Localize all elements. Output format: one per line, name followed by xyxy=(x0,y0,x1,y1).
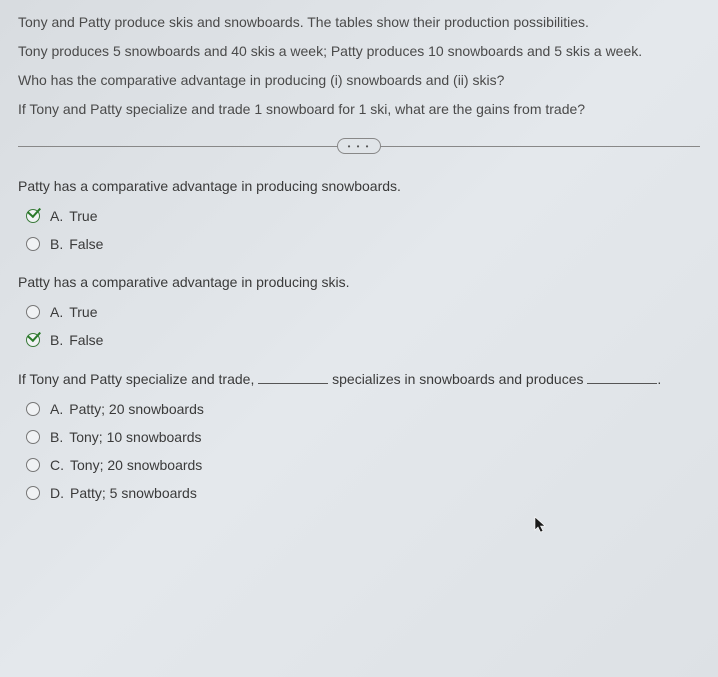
divider-dots: • • • xyxy=(348,142,371,151)
option-letter: B. xyxy=(50,236,63,252)
q3-option-b[interactable]: B. Tony; 10 snowboards xyxy=(18,429,700,445)
radio-icon[interactable] xyxy=(26,305,40,319)
cursor-icon xyxy=(534,516,548,539)
option-label: B. False xyxy=(50,236,103,252)
fill-blank-2 xyxy=(587,370,657,384)
q2-option-b[interactable]: B. False xyxy=(18,332,700,348)
q1-option-b[interactable]: B. False xyxy=(18,236,700,252)
q2-option-a[interactable]: A. True xyxy=(18,304,700,320)
option-label: C. Tony; 20 snowboards xyxy=(50,457,202,473)
q3-suffix: . xyxy=(657,371,661,387)
option-letter: B. xyxy=(50,429,63,445)
q3-prefix: If Tony and Patty specialize and trade, xyxy=(18,371,258,387)
question-1: Patty has a comparative advantage in pro… xyxy=(18,178,700,252)
q3-option-a[interactable]: A. Patty; 20 snowboards xyxy=(18,401,700,417)
question-3-text: If Tony and Patty specialize and trade, … xyxy=(18,370,700,387)
q1-option-a[interactable]: A. True xyxy=(18,208,700,224)
problem-intro: Tony and Patty produce skis and snowboar… xyxy=(18,12,700,120)
option-letter: A. xyxy=(50,304,63,320)
radio-icon[interactable] xyxy=(26,402,40,416)
radio-checked-icon[interactable] xyxy=(26,333,40,347)
question-1-text: Patty has a comparative advantage in pro… xyxy=(18,178,700,194)
divider-pill-icon[interactable]: • • • xyxy=(337,138,381,154)
option-text: True xyxy=(69,304,97,320)
question-3: If Tony and Patty specialize and trade, … xyxy=(18,370,700,501)
option-label: A. True xyxy=(50,304,98,320)
option-text: True xyxy=(69,208,97,224)
option-label: D. Patty; 5 snowboards xyxy=(50,485,197,501)
option-label: A. Patty; 20 snowboards xyxy=(50,401,204,417)
option-letter: B. xyxy=(50,332,63,348)
fill-blank-1 xyxy=(258,370,328,384)
option-letter: A. xyxy=(50,401,63,417)
q3-mid: specializes in snowboards and produces xyxy=(328,371,587,387)
intro-line-2: Tony produces 5 snowboards and 40 skis a… xyxy=(18,41,700,62)
option-label: A. True xyxy=(50,208,98,224)
question-2: Patty has a comparative advantage in pro… xyxy=(18,274,700,348)
q3-option-d[interactable]: D. Patty; 5 snowboards xyxy=(18,485,700,501)
option-label: B. False xyxy=(50,332,103,348)
radio-icon[interactable] xyxy=(26,430,40,444)
radio-checked-icon[interactable] xyxy=(26,209,40,223)
section-divider: • • • xyxy=(18,138,700,156)
option-letter: A. xyxy=(50,208,63,224)
option-text: Patty; 5 snowboards xyxy=(70,485,197,501)
intro-line-4: If Tony and Patty specialize and trade 1… xyxy=(18,99,700,120)
option-text: False xyxy=(69,332,103,348)
radio-icon[interactable] xyxy=(26,458,40,472)
option-label: B. Tony; 10 snowboards xyxy=(50,429,202,445)
question-2-text: Patty has a comparative advantage in pro… xyxy=(18,274,700,290)
option-text: Tony; 10 snowboards xyxy=(69,429,201,445)
option-text: Patty; 20 snowboards xyxy=(69,401,204,417)
q3-option-c[interactable]: C. Tony; 20 snowboards xyxy=(18,457,700,473)
intro-line-1: Tony and Patty produce skis and snowboar… xyxy=(18,12,700,33)
option-letter: C. xyxy=(50,457,64,473)
intro-line-3: Who has the comparative advantage in pro… xyxy=(18,70,700,91)
option-text: False xyxy=(69,236,103,252)
option-text: Tony; 20 snowboards xyxy=(70,457,202,473)
option-letter: D. xyxy=(50,485,64,501)
radio-icon[interactable] xyxy=(26,486,40,500)
radio-icon[interactable] xyxy=(26,237,40,251)
